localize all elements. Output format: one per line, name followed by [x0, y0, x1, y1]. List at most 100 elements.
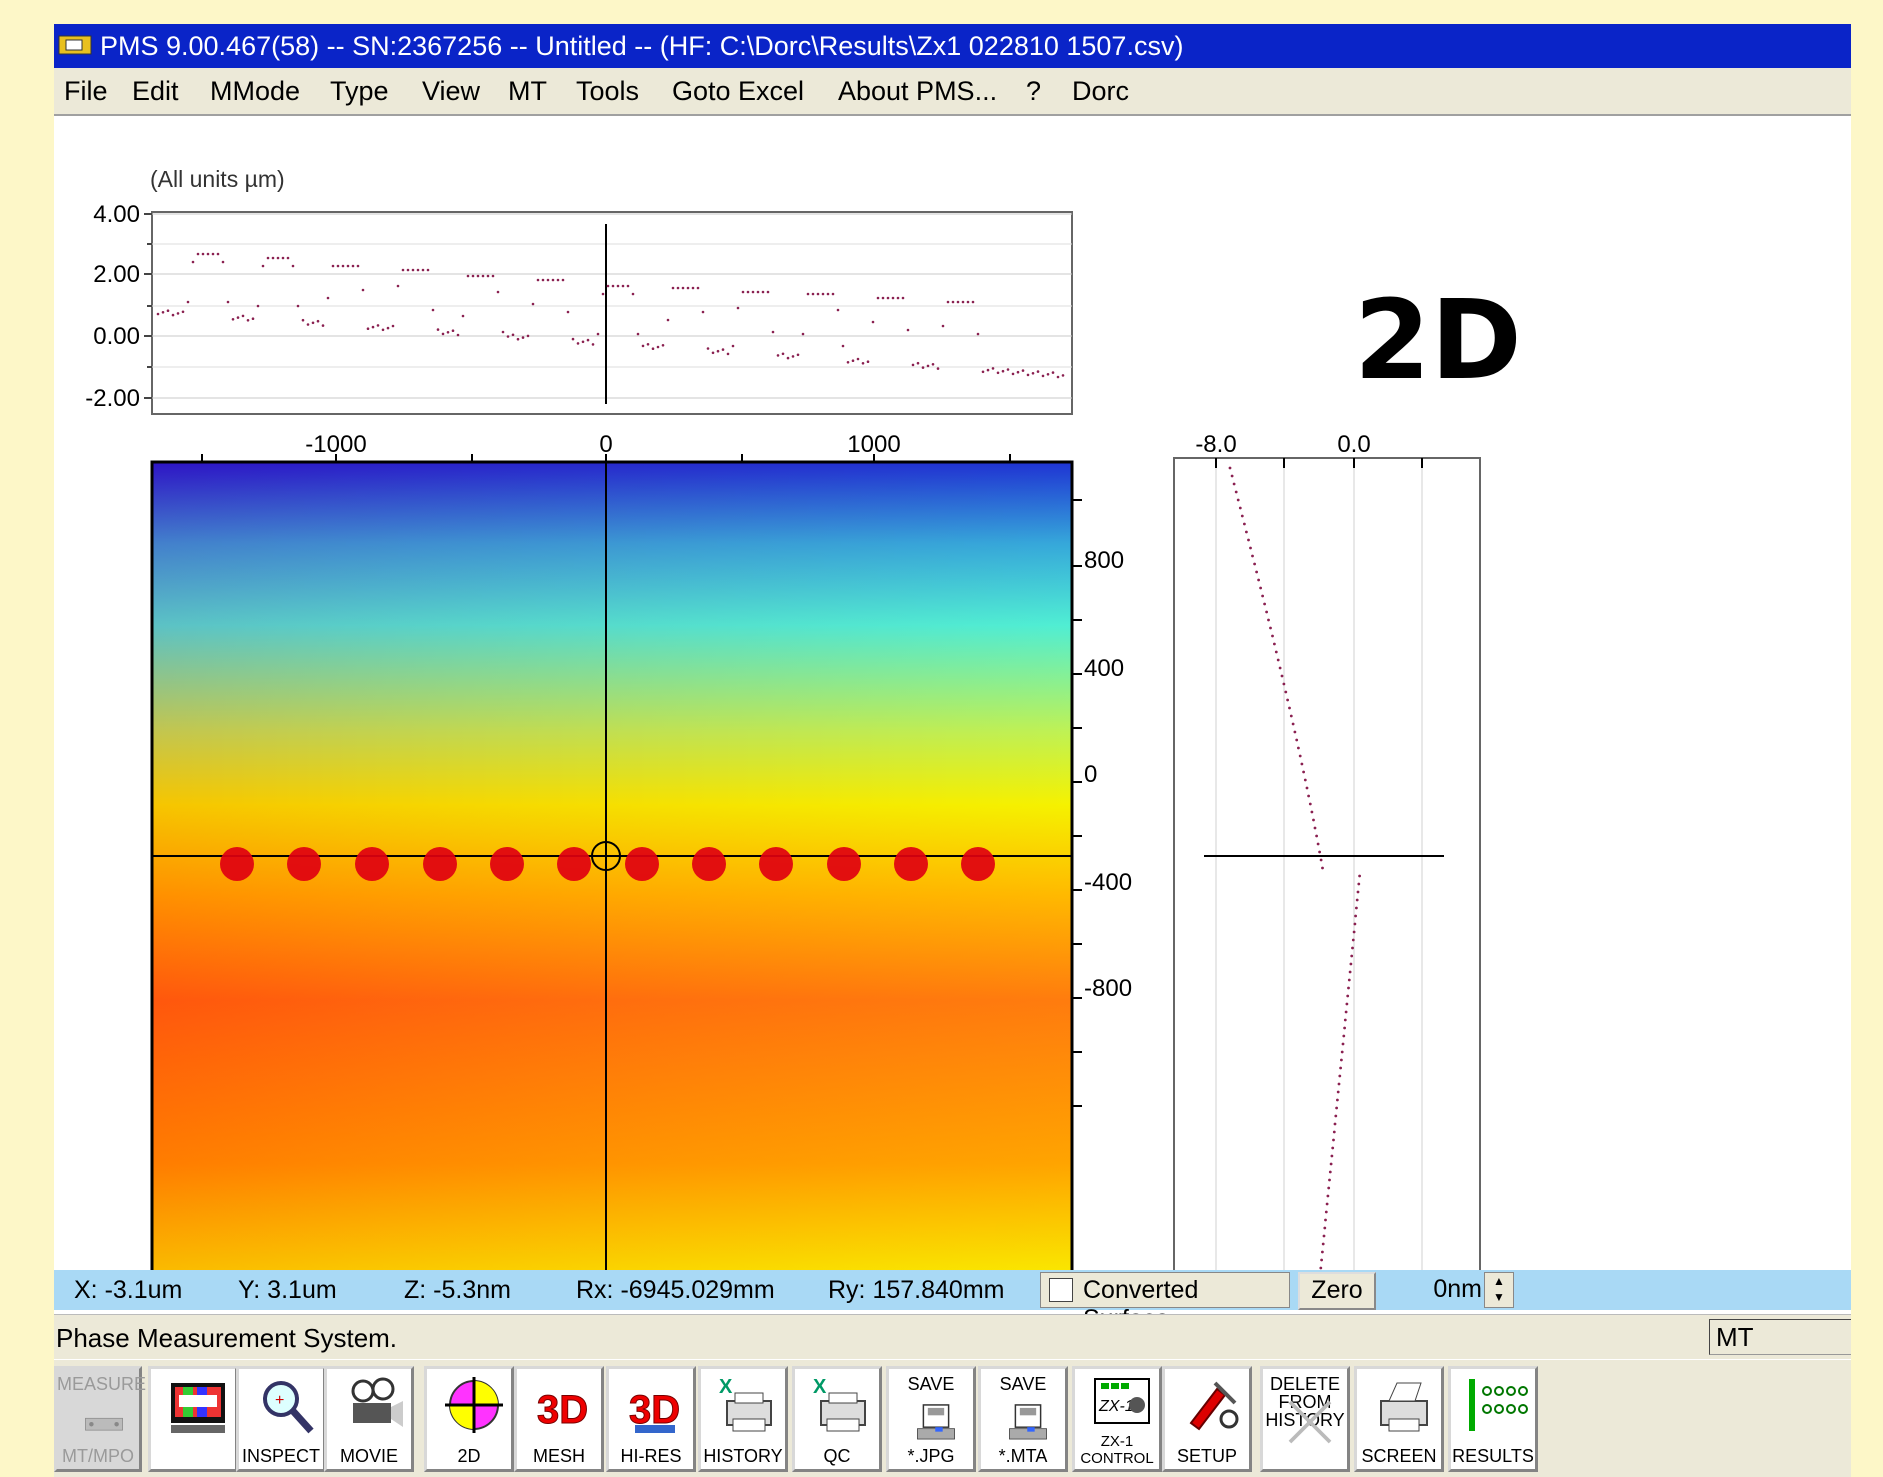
converted-surface-checkbox[interactable]: Converted Surface: [1040, 1272, 1290, 1333]
measure-label: MT/MPO: [62, 1446, 134, 1466]
profile-dot: [801, 332, 805, 336]
side-profile-dot: [1278, 666, 1282, 670]
profile-dot: [941, 324, 945, 328]
movie-button[interactable]: MOVIE: [324, 1366, 414, 1472]
menu-type[interactable]: Type: [330, 76, 389, 106]
profile-dot: [426, 268, 430, 272]
menu-view[interactable]: View: [422, 76, 481, 106]
side-profile-dot: [1342, 1034, 1346, 1038]
view-label-2d: 2D: [1354, 276, 1522, 404]
profile-dot: [866, 360, 870, 363]
profile-dot: [761, 290, 765, 294]
profile-dot: [806, 292, 810, 296]
profile-dot: [966, 300, 970, 304]
side-profile-dot: [1335, 1106, 1338, 1110]
profile-dot: [681, 286, 685, 290]
mesh-label: MESH: [532, 1446, 585, 1466]
zx1-control-icon: ZX-1: [1094, 1378, 1150, 1424]
measure-top-label: MEASURE: [57, 1374, 147, 1394]
offset-spinner[interactable]: 0nm ▲ ▼: [1390, 1272, 1516, 1308]
measurement-spot: [423, 847, 457, 881]
profile-dot: [161, 311, 165, 314]
side-profile-dot: [1298, 754, 1302, 758]
side-profile-dot: [1305, 786, 1309, 790]
side-profile-dot: [1328, 1178, 1331, 1182]
profile-dot: [671, 286, 675, 290]
profile-dot: [716, 349, 720, 353]
measurement-spot: [490, 847, 524, 881]
zx1-button[interactable]: ZX-1 ZX-1 CONTROL: [1072, 1366, 1162, 1472]
profile-dot: [391, 324, 395, 328]
menu-goto-excel[interactable]: Goto Excel: [672, 76, 805, 106]
plot-area: (All units µm) 2D: [54, 116, 1851, 1333]
profile-dot: [266, 256, 270, 260]
menu-edit[interactable]: Edit: [132, 76, 179, 106]
side-profile-dot: [1358, 874, 1361, 878]
qc-button[interactable]: X QC: [792, 1366, 882, 1472]
measure-button[interactable]: MEASURE MT/MPO: [54, 1366, 147, 1472]
profile-trace: [156, 252, 1065, 379]
profile-dot: [256, 304, 260, 308]
menu-mmode[interactable]: MMode: [210, 76, 301, 106]
profile-dot: [1051, 371, 1055, 374]
side-profile-dot: [1356, 890, 1360, 894]
profile-dot: [276, 256, 280, 260]
profile-dot: [861, 362, 865, 365]
zero-button[interactable]: Zero: [1298, 1272, 1376, 1310]
save-disk-icon: [1009, 1404, 1047, 1440]
profile-dot: [906, 328, 910, 332]
checkbox-box[interactable]: [1049, 1278, 1073, 1302]
profile-dot: [321, 324, 325, 327]
profile-dot: [701, 310, 705, 314]
measurement-spot: [220, 847, 254, 881]
profile-dot: [166, 309, 170, 312]
profile-dot: [811, 292, 815, 296]
profile-dot: [1021, 369, 1025, 372]
menu-dorc[interactable]: Dorc: [1072, 76, 1130, 106]
inspect-button[interactable]: + INSPECT: [236, 1366, 326, 1472]
profile-dot: [961, 300, 965, 304]
savemta-button[interactable]: SAVE *.MTA: [978, 1366, 1068, 1472]
profile-dot: [421, 268, 425, 272]
menu-file[interactable]: File: [64, 76, 108, 106]
screen-label: SCREEN: [1361, 1446, 1437, 1466]
profile-dot: [311, 321, 315, 325]
profile-dot: [376, 324, 380, 327]
side-profile-dot: [1245, 530, 1248, 534]
profile-dot: [526, 334, 530, 338]
profile-dot: [286, 256, 290, 260]
savejpg-button[interactable]: SAVE *.JPG: [886, 1366, 976, 1472]
menu-help[interactable]: ?: [1026, 76, 1042, 106]
film-projector-icon: [351, 1377, 403, 1427]
spinner-arrows-icon[interactable]: ▲ ▼: [1484, 1272, 1514, 1308]
2d-button[interactable]: 2D: [424, 1366, 514, 1472]
profile-y-tick-label: 0.00: [93, 323, 140, 350]
profile-dot: [661, 344, 665, 347]
profile-dot: [436, 328, 440, 331]
measurement-spot: [557, 847, 591, 881]
results-button[interactable]: RESULTS: [1448, 1366, 1538, 1472]
status-z: Z: -5.3nm: [404, 1276, 511, 1304]
side-profile-dot: [1332, 1138, 1335, 1142]
map-y-tick-label: -400: [1084, 869, 1132, 896]
side-profile-dot: [1247, 538, 1250, 542]
mesh-button[interactable]: 3D MESH: [514, 1366, 604, 1472]
history-button[interactable]: X HISTORY: [698, 1366, 788, 1472]
side-profile-dot: [1307, 794, 1310, 798]
menu-about[interactable]: About PMS...: [838, 76, 998, 106]
bottom-toolbar: MEASURE MT/MPO + INSPECT MOVIE 2D 3D MESH 3D HI-R…: [54, 1360, 1851, 1477]
profile-dot: [831, 292, 835, 296]
menu-tools[interactable]: Tools: [576, 76, 640, 106]
cursor-ring[interactable]: [591, 841, 621, 871]
screen-button[interactable]: SCREEN: [1354, 1366, 1444, 1472]
setup-button[interactable]: SETUP: [1162, 1366, 1252, 1472]
video-button[interactable]: [148, 1366, 238, 1472]
menu-mt[interactable]: MT: [508, 76, 547, 106]
measurement-spot: [625, 847, 659, 881]
profile-dot: [631, 292, 635, 296]
delete-button[interactable]: DELETE FROM HISTORY: [1260, 1366, 1350, 1472]
profile-y-tick-label: -2.00: [85, 385, 140, 412]
profile-dot: [626, 284, 630, 288]
side-profile-dot: [1293, 730, 1297, 734]
hires-button[interactable]: 3D HI-RES: [606, 1366, 696, 1472]
